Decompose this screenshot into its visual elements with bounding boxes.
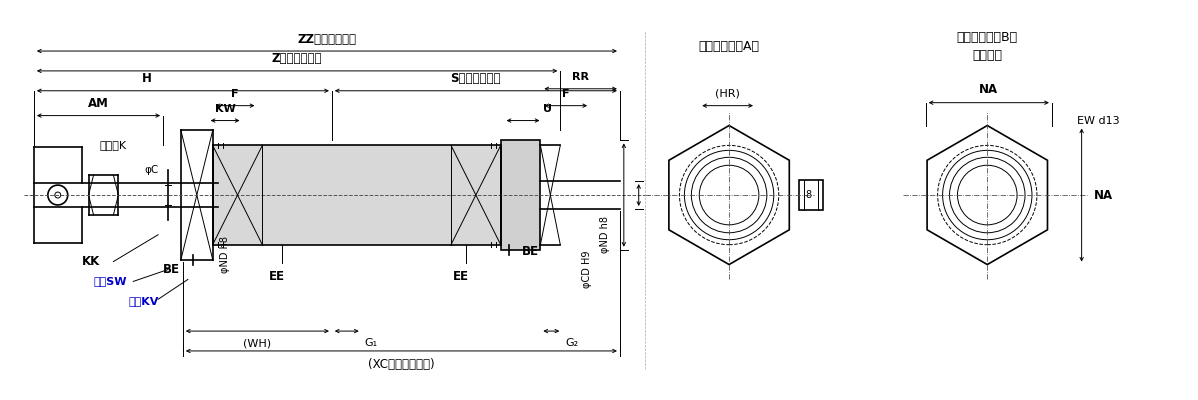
Bar bbox=[213, 145, 501, 245]
Text: RR: RR bbox=[573, 72, 589, 82]
Text: バンド取付（B）
磁石なし: バンド取付（B） 磁石なし bbox=[957, 30, 1018, 62]
Text: NA: NA bbox=[979, 83, 998, 96]
Text: ZZ＋ストローク: ZZ＋ストローク bbox=[297, 33, 356, 46]
Text: KW: KW bbox=[214, 104, 236, 114]
Text: F: F bbox=[231, 89, 238, 99]
Text: (WH): (WH) bbox=[243, 338, 272, 348]
Text: 二面幅K: 二面幅K bbox=[99, 140, 127, 150]
Text: F: F bbox=[562, 89, 569, 99]
Text: φND h8: φND h8 bbox=[600, 216, 610, 253]
Text: S＋ストローク: S＋ストローク bbox=[450, 72, 501, 85]
Text: φCD H9: φCD H9 bbox=[582, 251, 592, 288]
Text: G₂: G₂ bbox=[565, 338, 579, 348]
Text: BE: BE bbox=[522, 245, 539, 258]
Text: EW d13: EW d13 bbox=[1077, 116, 1119, 126]
Text: AM: AM bbox=[89, 97, 109, 110]
Text: U: U bbox=[543, 104, 552, 114]
Text: φC: φC bbox=[144, 165, 158, 175]
Text: Z＋ストローク: Z＋ストローク bbox=[272, 52, 322, 66]
Bar bbox=[799, 180, 823, 210]
Text: KK: KK bbox=[81, 255, 99, 268]
Text: NA: NA bbox=[1094, 188, 1113, 202]
Text: レール取付（A）: レール取付（A） bbox=[698, 40, 760, 52]
Text: EE: EE bbox=[453, 270, 468, 283]
Text: φND h8: φND h8 bbox=[219, 236, 230, 273]
Text: 8: 8 bbox=[805, 190, 811, 200]
Text: (HR): (HR) bbox=[715, 89, 740, 99]
Text: BE: BE bbox=[163, 263, 180, 276]
Text: (XC＋ストローク): (XC＋ストローク) bbox=[368, 358, 435, 371]
Text: 対迚KV: 対迚KV bbox=[128, 296, 158, 306]
Text: 対迚SW: 対迚SW bbox=[93, 276, 127, 286]
Text: H: H bbox=[143, 72, 152, 85]
Text: G₁: G₁ bbox=[364, 338, 377, 348]
Text: EE: EE bbox=[270, 270, 285, 283]
Bar bbox=[501, 140, 540, 250]
